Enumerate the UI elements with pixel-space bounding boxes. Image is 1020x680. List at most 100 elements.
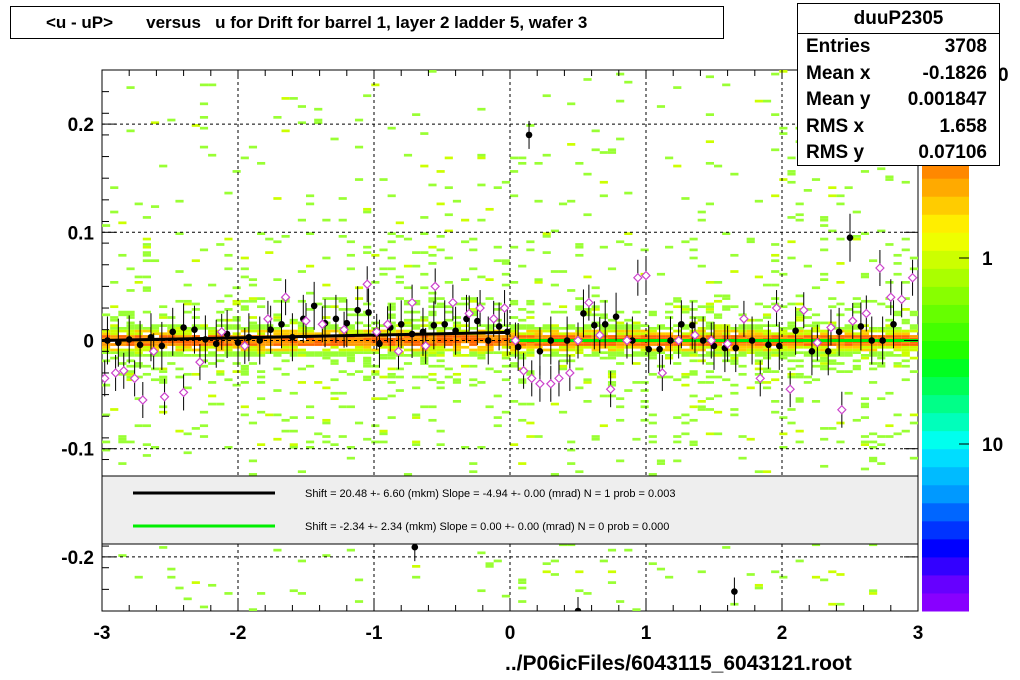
heatmap-cell [771, 324, 780, 327]
heatmap-cell [828, 351, 837, 355]
heatmap-cell [183, 340, 192, 344]
heatmap-cell [469, 462, 478, 465]
heatmap-cell [501, 410, 510, 414]
heatmap-cell [877, 167, 886, 171]
heatmap-cell [338, 218, 347, 222]
heatmap-cell [877, 356, 886, 360]
heatmap-cell [844, 345, 853, 349]
heatmap-cell [803, 335, 812, 338]
heatmap-cell [771, 259, 780, 263]
heatmap-cell [126, 316, 135, 319]
heatmap-cell [338, 354, 347, 357]
heatmap-cell [257, 345, 266, 349]
heatmap-cell [901, 329, 910, 333]
heatmap-cell [485, 326, 494, 330]
heatmap-cell [689, 248, 698, 252]
heatmap-cell [142, 216, 151, 219]
profile-point-open [110, 368, 121, 378]
heatmap-cell [387, 367, 396, 371]
heatmap-cell [795, 313, 804, 317]
heatmap-cell [363, 302, 372, 306]
heatmap-cell [779, 332, 788, 336]
heatmap-cell [126, 351, 135, 355]
heatmap-cell [379, 335, 388, 338]
heatmap-cell [354, 332, 364, 336]
heatmap-cell [126, 326, 135, 330]
heatmap-cell [216, 372, 225, 376]
heatmap-cell [257, 343, 266, 346]
heatmap-cell [909, 329, 918, 333]
heatmap-cell [403, 329, 413, 333]
heatmap-cell [452, 199, 462, 203]
heatmap-cell [869, 299, 878, 303]
color-scale-segment [922, 574, 969, 594]
heatmap-cell [183, 329, 192, 333]
heatmap-cell [648, 343, 657, 346]
heatmap-cell [150, 326, 160, 330]
heatmap-cell [762, 324, 772, 327]
heatmap-cell [681, 372, 690, 376]
heatmap-cell [199, 126, 209, 130]
heatmap-cell [306, 337, 315, 341]
heatmap-cell [607, 318, 617, 322]
heatmap-cell [167, 118, 176, 122]
heatmap-cell [395, 389, 404, 392]
profile-point-filled [147, 333, 155, 341]
heatmap-cell [844, 329, 853, 333]
heatmap-cell [901, 180, 910, 184]
heatmap-cell [354, 351, 364, 355]
heatmap-cell [787, 240, 796, 244]
heatmap-cell [428, 372, 437, 376]
heatmap-cell [526, 435, 535, 438]
heatmap-cell [142, 454, 151, 457]
heatmap-cell [795, 335, 804, 338]
heatmap-cell [297, 270, 306, 273]
heatmap-cell [746, 351, 755, 355]
heatmap-cell [705, 351, 714, 355]
heatmap-cell [852, 367, 861, 371]
heatmap-cell [452, 378, 462, 382]
heatmap-cell [289, 321, 298, 325]
heatmap-cell [444, 213, 453, 217]
heatmap-cell [877, 462, 886, 465]
color-scale-segment [922, 376, 969, 396]
heatmap-cell [387, 381, 396, 384]
heatmap-cell [738, 332, 747, 336]
heatmap-cell [175, 232, 184, 236]
heatmap-cell [150, 205, 160, 208]
heatmap-cell [542, 562, 551, 566]
heatmap-cell [412, 337, 421, 341]
heatmap-cell [461, 337, 470, 341]
heatmap-cell [314, 340, 323, 344]
heatmap-cell [395, 340, 404, 344]
heatmap-cell [248, 297, 258, 300]
heatmap-cell [142, 275, 151, 279]
heatmap-cell [363, 364, 372, 368]
heatmap-cell [126, 321, 135, 325]
profile-point-filled [547, 337, 555, 344]
heatmap-cell [526, 240, 535, 244]
heatmap-cell [469, 343, 478, 346]
heatmap-cell [795, 329, 804, 333]
heatmap-cell [820, 464, 829, 468]
heatmap-cell [436, 343, 445, 346]
heatmap-cell [216, 348, 225, 352]
profile-point-open [535, 378, 545, 389]
heatmap-cell [681, 348, 690, 352]
heatmap-cell [444, 367, 453, 371]
profile-point-open [836, 404, 847, 415]
heatmap-cell [485, 324, 494, 327]
heatmap-cell [477, 218, 486, 222]
heatmap-cell [346, 359, 355, 363]
heatmap-cell [681, 383, 690, 387]
heatmap-cell [738, 326, 747, 330]
heatmap-cell [142, 364, 151, 368]
heatmap-cell [420, 359, 429, 363]
heatmap-cell [330, 354, 339, 357]
heatmap-cell [273, 348, 282, 352]
profile-point-open [584, 297, 594, 308]
color-scale-segment [922, 322, 969, 341]
heatmap-cell [909, 326, 918, 330]
heatmap-cell [787, 372, 796, 376]
